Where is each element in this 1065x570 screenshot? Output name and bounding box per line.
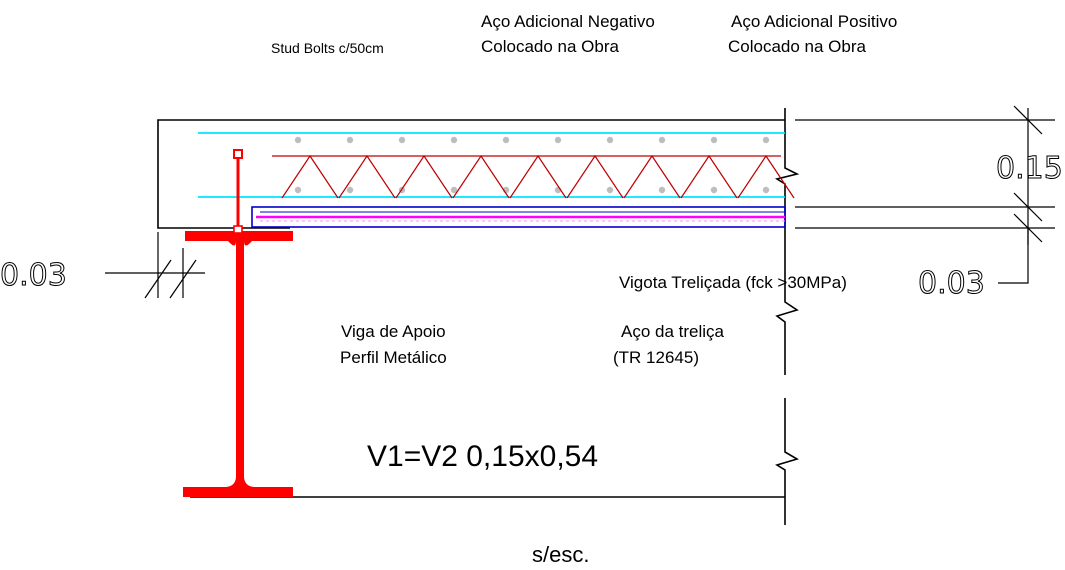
label-aco-negativo-2: Colocado na Obra — [481, 37, 620, 56]
rebar-dot — [294, 186, 302, 194]
rebar-dot — [658, 136, 666, 144]
dimension-lines-right — [795, 105, 1055, 284]
rebar-dot — [606, 186, 614, 194]
label-aco-positivo-2: Colocado na Obra — [728, 37, 867, 56]
dimension-lines-left — [105, 232, 205, 299]
rebar-dot — [710, 186, 718, 194]
steel-i-beam — [183, 231, 293, 497]
rebar-dot — [450, 186, 458, 194]
section-title: V1=V2 0,15x0,54 — [367, 440, 598, 473]
rebar-dot — [346, 136, 354, 144]
label-aco-trelica-2: (TR 12645) — [613, 348, 699, 367]
rebar-dot — [346, 186, 354, 194]
label-aco-trelica-1: Aço da treliça — [621, 322, 725, 341]
rebar-dot — [294, 136, 302, 144]
dim-beam-flange: 0.03 — [0, 258, 67, 293]
rebar-dots-bottom — [294, 186, 770, 194]
truss-diagonals — [281, 154, 795, 199]
rebar-dot — [762, 186, 770, 194]
label-viga-apoio-1: Viga de Apoio — [341, 322, 446, 341]
stud-bolt — [233, 149, 243, 234]
rebar-dots-top — [294, 136, 770, 144]
break-line — [774, 108, 800, 525]
rebar-dot — [710, 136, 718, 144]
label-aco-negativo-1: Aço Adicional Negativo — [481, 12, 655, 31]
rebar-dot — [606, 136, 614, 144]
label-stud-bolts: Stud Bolts c/50cm — [271, 40, 384, 56]
rebar-dot — [658, 186, 666, 194]
slab-outline — [157, 119, 785, 229]
rebar-dot — [398, 136, 406, 144]
label-aco-positivo-1: Aço Adicional Positivo — [731, 12, 897, 31]
rebar-dot — [502, 136, 510, 144]
dim-slab-thickness: 0.15 — [996, 151, 1063, 186]
dim-joist-base: 0.03 — [918, 266, 985, 301]
label-viga-apoio-2: Perfil Metálico — [340, 348, 447, 367]
rebar-dot — [554, 136, 562, 144]
label-vigota: Vigota Treliçada (fck >30MPa) — [619, 273, 847, 292]
scale-note: s/esc. — [532, 542, 589, 567]
rebar-dot — [762, 136, 770, 144]
rebar-dot — [450, 136, 458, 144]
